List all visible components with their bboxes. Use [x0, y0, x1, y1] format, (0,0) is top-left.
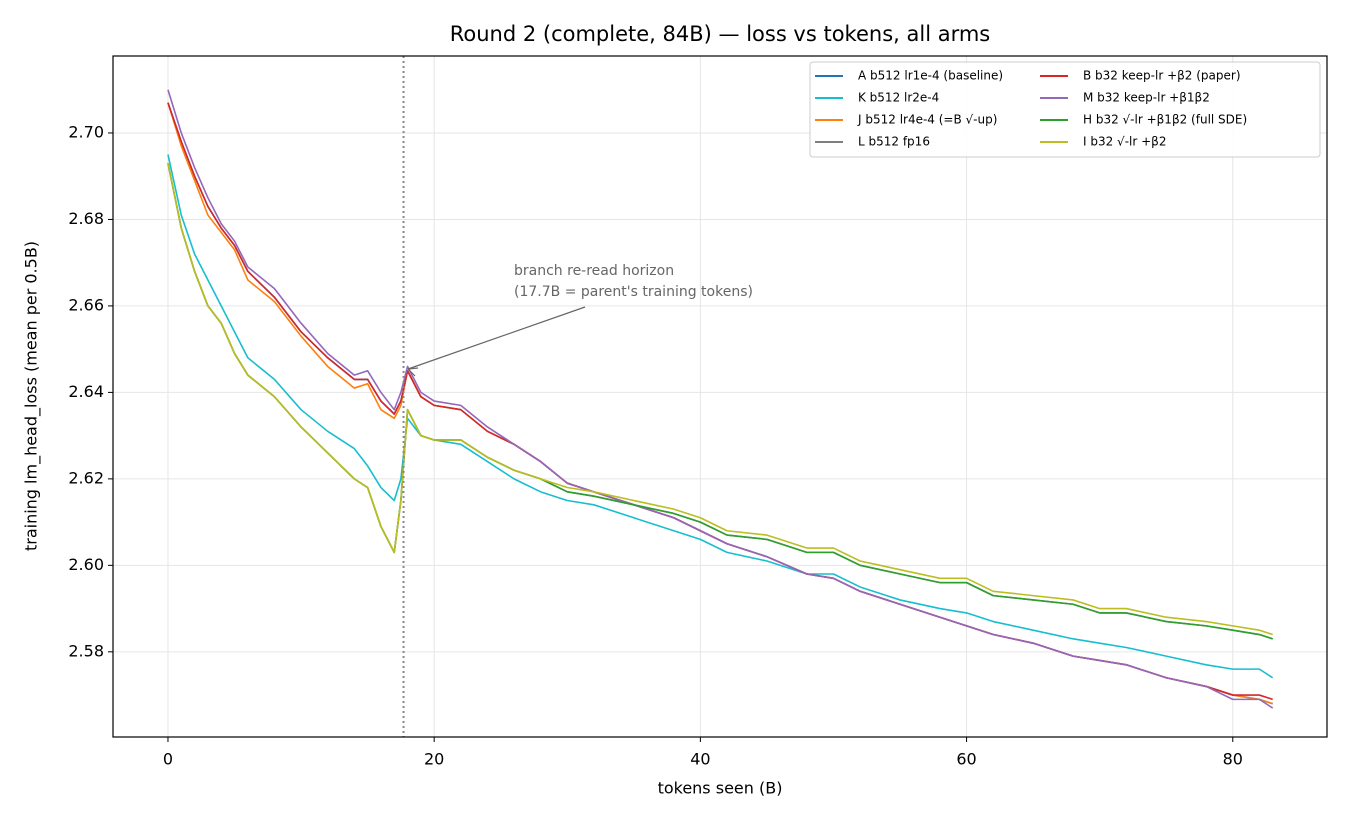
chart-title: Round 2 (complete, 84B) — loss vs tokens… — [450, 22, 991, 46]
legend-label: B b32 keep-lr +β2 (paper) — [1083, 69, 1241, 83]
x-axis-label: tokens seen (B) — [658, 779, 783, 798]
series-line — [167, 89, 1274, 709]
y-tick-label: 2.60 — [68, 555, 104, 574]
series-line — [167, 163, 1273, 636]
x-tick-label: 40 — [690, 750, 710, 769]
legend-label: J b512 lr4e-4 (=B √-up) — [857, 113, 997, 127]
plot-area — [167, 56, 1274, 737]
y-tick-label: 2.66 — [68, 295, 104, 314]
legend-label: I b32 √-lr +β2 — [1083, 135, 1166, 149]
legend-label: A b512 lr1e-4 (baseline) — [858, 69, 1003, 83]
legend-label: H b32 √-lr +β1β2 (full SDE) — [1083, 113, 1247, 127]
legend-label: K b512 lr2e-4 — [858, 91, 939, 105]
x-tick-label: 80 — [1223, 750, 1243, 769]
legend-label: L b512 fp16 — [858, 135, 930, 149]
y-tick-label: 2.68 — [68, 209, 104, 228]
y-axis-label: training lm_head_loss (mean per 0.5B) — [22, 241, 42, 551]
legend — [809, 61, 1321, 158]
legend-entries: A b512 lr1e-4 (baseline) K b512 lr2e-4 J b… — [815, 69, 1247, 149]
x-tick-label: 20 — [424, 750, 444, 769]
grid — [113, 56, 1327, 737]
annotation-line: branch re-read horizon — [514, 263, 674, 279]
y-tick-label: 2.62 — [68, 468, 104, 487]
x-tick-label: 60 — [956, 750, 976, 769]
axes-frame — [112, 55, 1328, 738]
x-tick-label: 0 — [163, 750, 173, 769]
y-tick-label: 2.70 — [68, 122, 104, 141]
annotation-arrow — [407, 306, 586, 370]
legend-label: M b32 keep-lr +β1β2 — [1083, 91, 1210, 105]
series-line — [167, 154, 1274, 679]
y-tick-label: 2.58 — [68, 641, 104, 660]
y-tick-label: 2.64 — [68, 382, 104, 401]
annotation-arrowhead — [407, 367, 419, 377]
annotation-line: (17.7B = parent's training tokens) — [514, 284, 753, 300]
